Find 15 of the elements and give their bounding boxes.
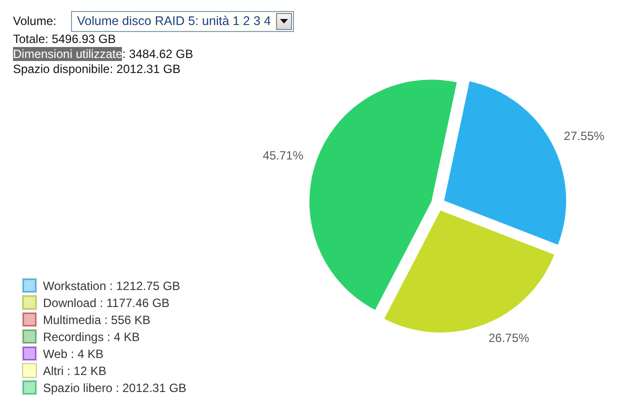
data-label: 45.71% [262, 148, 304, 163]
text: Volume: [13, 14, 58, 28]
legend-label: Recordings : 4 KB [43, 330, 140, 344]
text: Spazio disponibile: 2012.31 GB [13, 62, 180, 76]
legend-label: Web : 4 KB [43, 346, 104, 360]
legend-label: Multimedia : 556 KB [43, 312, 150, 326]
data-label: 26.75% [488, 330, 530, 345]
data-label: 27.55% [564, 128, 605, 143]
legend-label: Altri : 12 KB [43, 364, 106, 378]
legend-label: Spazio libero : 2012.31 GB [43, 380, 186, 394]
legend-label: Workstation : 1212.75 GB [43, 278, 180, 292]
text: Dimensioni utilizzate: 3484.62 GB [13, 47, 194, 61]
text: Totale: 5496.93 GB [13, 32, 116, 46]
legend-label: Download : 1177.46 GB [43, 296, 170, 310]
dropdown-select: Volume disco RAID 5: unità 1 2 3 4 [71, 10, 294, 32]
